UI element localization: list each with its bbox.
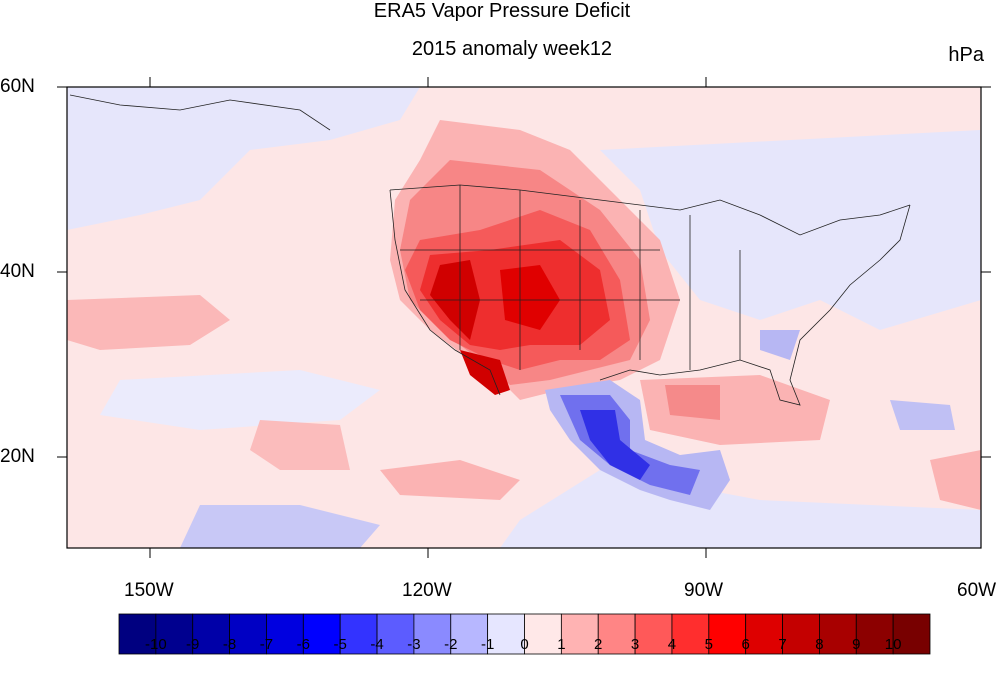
colorbar-box — [192, 613, 230, 655]
colorbar-box — [229, 613, 267, 655]
colorbar-label: -9 — [186, 636, 200, 653]
colorbar-box — [782, 613, 820, 655]
colorbar-box — [524, 613, 562, 655]
colorbar-label: 8 — [815, 636, 824, 653]
colorbar-label: 0 — [520, 636, 529, 653]
colorbar-box — [560, 613, 599, 655]
colorbar-label: -7 — [259, 636, 274, 653]
map-frame — [66, 86, 982, 549]
colorbar-label: -8 — [222, 636, 237, 653]
colorbar-box — [339, 613, 378, 655]
lon-label-150w: 150W — [124, 580, 174, 601]
colorbar-box — [155, 613, 194, 655]
units-label: hPa — [948, 44, 984, 66]
colorbar-box — [450, 613, 489, 655]
colorbar-label: -3 — [407, 636, 421, 653]
map-subtitle: 2015 anomaly week12 — [411, 38, 613, 60]
lon-label-90w: 90W — [684, 580, 724, 601]
colorbar-box — [597, 613, 636, 655]
colorbar-box — [819, 613, 857, 655]
colorbar-label: -10 — [145, 636, 167, 653]
colorbar-label: 6 — [741, 636, 750, 653]
colorbar-label: -4 — [370, 636, 384, 653]
colorbar-box — [413, 613, 452, 655]
colorbar-box — [376, 613, 415, 655]
colorbar-label: 3 — [630, 636, 640, 653]
map-field — [67, 87, 981, 548]
colorbar-label: 9 — [852, 636, 861, 653]
colorbar-box — [855, 613, 894, 655]
colorbar-label: -5 — [333, 636, 347, 653]
colorbar-label: -2 — [444, 636, 458, 653]
colorbar-label: 1 — [557, 636, 566, 653]
colorbar-box — [118, 613, 157, 655]
colorbar-label: 4 — [667, 636, 677, 653]
colorbar-label: 10 — [884, 636, 902, 653]
colorbar-label: 7 — [778, 636, 787, 653]
lat-label-20n: 20N — [0, 446, 35, 467]
colorbar-label: 2 — [594, 636, 603, 653]
colorbar-label: 5 — [704, 636, 713, 653]
colorbar-label: -6 — [296, 636, 310, 653]
colorbar-box — [487, 613, 525, 655]
colorbar-box — [266, 613, 304, 655]
colorbar-label: -1 — [480, 636, 495, 653]
lat-label-60n: 60N — [0, 76, 35, 97]
colorbar-box — [302, 613, 341, 655]
colorbar-box — [745, 613, 783, 655]
lat-label-40n: 40N — [0, 261, 35, 282]
coastlines — [69, 94, 911, 406]
colorbar-box — [708, 613, 747, 655]
colorbar-box — [634, 613, 673, 655]
axis-ticks — [57, 77, 991, 558]
colorbar-box — [892, 613, 931, 655]
lon-label-120w: 120W — [402, 580, 452, 601]
map-title: ERA5 Vapor Pressure Deficit — [373, 0, 631, 22]
lon-label-60w: 60W — [957, 580, 997, 601]
colorbar-box — [671, 613, 710, 655]
